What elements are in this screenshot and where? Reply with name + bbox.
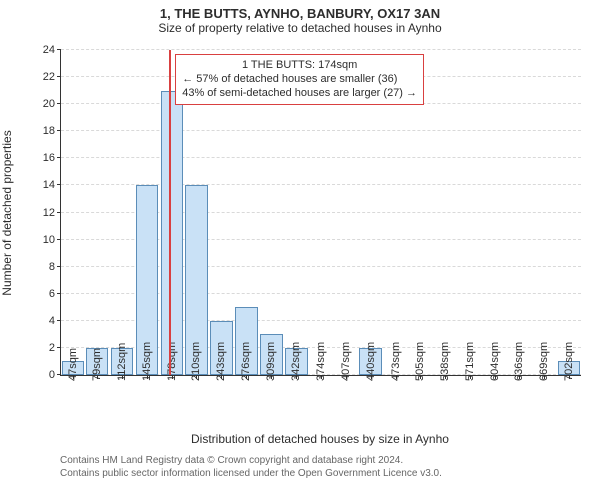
x-tick-label: 79sqm [91, 348, 103, 381]
x-axis-label: Distribution of detached houses by size … [60, 432, 580, 446]
annotation-box: 1 THE BUTTS: 174sqm← 57% of detached hou… [175, 54, 424, 105]
chart-container: 1, THE BUTTS, AYNHO, BANBURY, OX17 3AN S… [0, 0, 600, 500]
annotation-line: 1 THE BUTTS: 174sqm [182, 59, 417, 73]
attribution: Contains HM Land Registry data © Crown c… [60, 455, 442, 480]
x-tick-label: 571sqm [464, 342, 476, 381]
chart-title: 1, THE BUTTS, AYNHO, BANBURY, OX17 3AN [0, 0, 600, 21]
x-tick-label: 342sqm [290, 342, 302, 381]
x-tick-label: 538sqm [439, 342, 451, 381]
x-tick-label: 112sqm [116, 343, 128, 381]
x-tick-label: 636sqm [513, 342, 525, 381]
y-axis-label: Number of detached properties [0, 130, 14, 295]
x-tick-label: 669sqm [538, 342, 550, 381]
y-tick-label: 6 [49, 288, 61, 300]
marker-line [169, 50, 171, 375]
grid-line [61, 130, 581, 131]
x-tick-label: 47sqm [67, 348, 79, 381]
grid-line [61, 49, 581, 50]
y-tick-label: 0 [49, 369, 61, 381]
bar [161, 91, 183, 375]
plot-area: 02468101214161820222447sqm79sqm112sqm145… [60, 50, 581, 376]
annotation-line: 43% of semi-detached houses are larger (… [182, 87, 417, 101]
x-tick-label: 702sqm [563, 342, 575, 381]
y-tick-label: 10 [43, 234, 61, 246]
y-tick-label: 22 [43, 71, 61, 83]
chart-subtitle: Size of property relative to detached ho… [0, 21, 600, 35]
y-tick-label: 18 [43, 125, 61, 137]
x-tick-label: 440sqm [365, 342, 377, 381]
x-tick-label: 276sqm [240, 342, 252, 381]
x-tick-label: 243sqm [215, 342, 227, 381]
y-tick-label: 20 [43, 98, 61, 110]
x-tick-label: 210sqm [190, 342, 202, 381]
x-tick-label: 309sqm [265, 342, 277, 381]
x-tick-label: 374sqm [315, 342, 327, 381]
annotation-line: ← 57% of detached houses are smaller (36… [182, 73, 417, 87]
y-tick-label: 4 [49, 315, 61, 327]
y-tick-label: 12 [43, 207, 61, 219]
x-tick-label: 604sqm [489, 342, 501, 381]
x-tick-label: 505sqm [414, 342, 426, 381]
y-tick-label: 2 [49, 342, 61, 354]
y-tick-label: 24 [43, 44, 61, 56]
x-tick-label: 407sqm [340, 342, 352, 381]
grid-line [61, 157, 581, 158]
y-tick-label: 16 [43, 152, 61, 164]
x-tick-label: 178sqm [166, 342, 178, 381]
x-tick-label: 473sqm [390, 342, 402, 381]
y-tick-label: 14 [43, 179, 61, 191]
y-tick-label: 8 [49, 261, 61, 273]
attribution-line: Contains public sector information licen… [60, 468, 442, 481]
x-tick-label: 145sqm [141, 342, 153, 381]
attribution-line: Contains HM Land Registry data © Crown c… [60, 455, 442, 468]
